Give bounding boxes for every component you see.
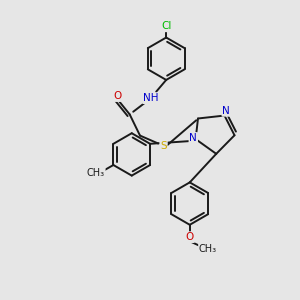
Text: S: S <box>160 141 167 151</box>
Text: CH₃: CH₃ <box>87 168 105 178</box>
Text: O: O <box>113 91 122 101</box>
Text: O: O <box>186 232 194 242</box>
Text: Cl: Cl <box>161 21 171 31</box>
Text: CH₃: CH₃ <box>199 244 217 254</box>
Text: N: N <box>222 106 230 116</box>
Text: N: N <box>189 133 197 143</box>
Text: NH: NH <box>143 93 159 103</box>
